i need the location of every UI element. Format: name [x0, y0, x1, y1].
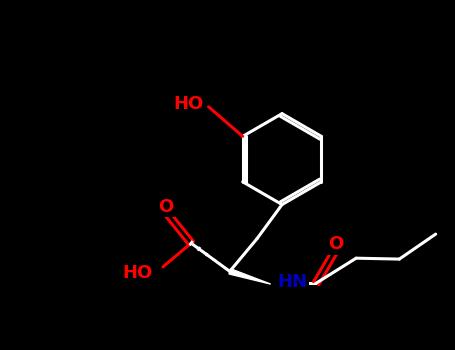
Text: HN: HN: [278, 273, 308, 291]
Polygon shape: [229, 269, 271, 284]
Text: HO: HO: [123, 264, 153, 282]
Text: O: O: [158, 198, 174, 216]
Text: O: O: [329, 235, 344, 253]
Text: HO: HO: [173, 94, 203, 113]
